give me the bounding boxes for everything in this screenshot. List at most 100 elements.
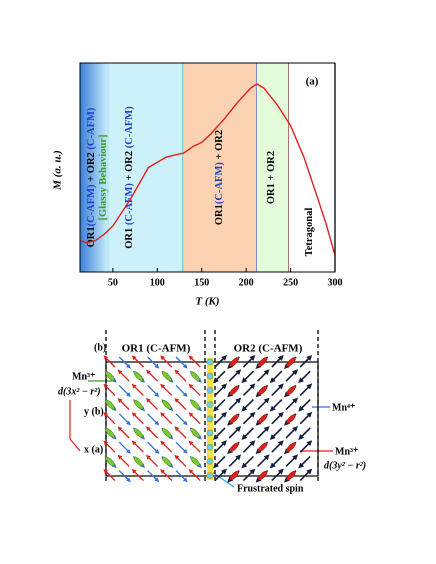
spin <box>147 384 160 398</box>
frustrated-spin <box>206 472 214 480</box>
spin <box>131 468 144 482</box>
frustrated-spin <box>206 386 214 394</box>
spin <box>298 455 311 469</box>
frustrated-spin <box>206 372 214 380</box>
spin <box>299 355 313 368</box>
spin <box>271 468 284 482</box>
spin <box>145 397 159 411</box>
orbital <box>286 470 296 481</box>
region <box>256 63 289 272</box>
spin <box>117 369 130 382</box>
ion-label: Mn³⁺ <box>335 446 358 457</box>
y-axis-label: M (a. u.) <box>52 150 64 191</box>
label-part: (C-AFM) <box>124 106 135 148</box>
orbital <box>162 456 172 467</box>
orbital <box>229 414 239 424</box>
spin <box>118 470 131 483</box>
spin <box>103 383 116 396</box>
x-tick-label: 300 <box>328 277 343 288</box>
spin <box>160 468 173 482</box>
label-part: [Glassy Behaviour] <box>98 134 109 220</box>
spin <box>147 356 160 369</box>
orbital <box>286 414 296 424</box>
region-label: [Glassy Behaviour] <box>98 134 109 220</box>
spin <box>299 383 313 396</box>
x-axis-label: T (K) <box>195 296 219 308</box>
orbital <box>105 399 115 410</box>
spin <box>269 455 283 469</box>
orbital <box>257 414 268 424</box>
orbital <box>229 385 239 396</box>
label-part: (C-AFM) <box>86 184 97 226</box>
spin <box>242 411 256 425</box>
spin <box>145 426 159 439</box>
spin <box>174 397 187 411</box>
orbital-label: d(3x² − r²) <box>58 386 101 397</box>
orbital <box>190 428 200 438</box>
spin <box>160 440 173 453</box>
label-part: + OR2 <box>86 150 97 185</box>
spin <box>269 427 283 440</box>
spin <box>103 355 116 368</box>
spin <box>214 383 227 396</box>
spin <box>160 383 173 396</box>
spin <box>188 383 201 396</box>
panel-label: (a) <box>306 76 319 88</box>
spin <box>257 369 270 382</box>
spin <box>118 441 131 454</box>
spin <box>131 412 144 425</box>
spin <box>241 427 254 440</box>
axis-arrow <box>69 438 81 452</box>
spin <box>131 355 144 368</box>
spin <box>285 426 298 439</box>
spin <box>214 440 227 453</box>
spin <box>214 411 227 425</box>
ion-label: Mn⁴⁺ <box>332 402 355 413</box>
spin <box>147 413 160 426</box>
chart-a: OR1(C-AFM) + OR2 (C-AFM)[Glassy Behaviou… <box>52 62 343 308</box>
x-tick-label: 50 <box>108 277 118 288</box>
spin <box>271 383 284 396</box>
label-part: OR1 <box>214 204 225 225</box>
spin <box>188 468 201 482</box>
orbital <box>190 399 200 410</box>
spin <box>213 455 226 469</box>
x-tick-label: 150 <box>194 277 209 288</box>
spin <box>188 412 201 425</box>
spin <box>257 397 270 411</box>
spin <box>145 454 159 467</box>
region-label: OR1 (C-AFM) + OR2 (C-AFM) <box>124 106 135 249</box>
orbital <box>229 470 239 481</box>
label-part: OR1 <box>124 225 135 249</box>
frustrated-spin <box>206 443 214 451</box>
region <box>288 63 335 272</box>
orbital <box>105 428 115 438</box>
pointer <box>211 471 235 488</box>
axis-label: x (a) <box>84 444 103 455</box>
spin <box>175 413 188 426</box>
orbital <box>133 371 144 381</box>
spin <box>175 356 188 369</box>
spin <box>117 397 130 411</box>
x-tick-label: 100 <box>150 277 165 288</box>
spin <box>241 455 254 469</box>
spin <box>269 370 283 384</box>
spin <box>214 468 227 482</box>
spin <box>242 440 256 453</box>
label-part: + OR2 <box>124 148 135 183</box>
spin <box>118 356 131 369</box>
spin <box>257 426 270 439</box>
spin <box>228 397 242 411</box>
spin <box>242 383 256 396</box>
spin <box>103 440 116 453</box>
spin <box>299 468 313 482</box>
spin <box>174 454 187 467</box>
spin <box>175 441 188 454</box>
spin <box>175 384 188 398</box>
label-part: (C-AFM) <box>214 162 225 204</box>
orbital <box>257 470 268 481</box>
spin <box>285 397 298 411</box>
plot-frame <box>79 62 336 273</box>
spin <box>298 370 311 384</box>
orbital <box>105 456 115 467</box>
